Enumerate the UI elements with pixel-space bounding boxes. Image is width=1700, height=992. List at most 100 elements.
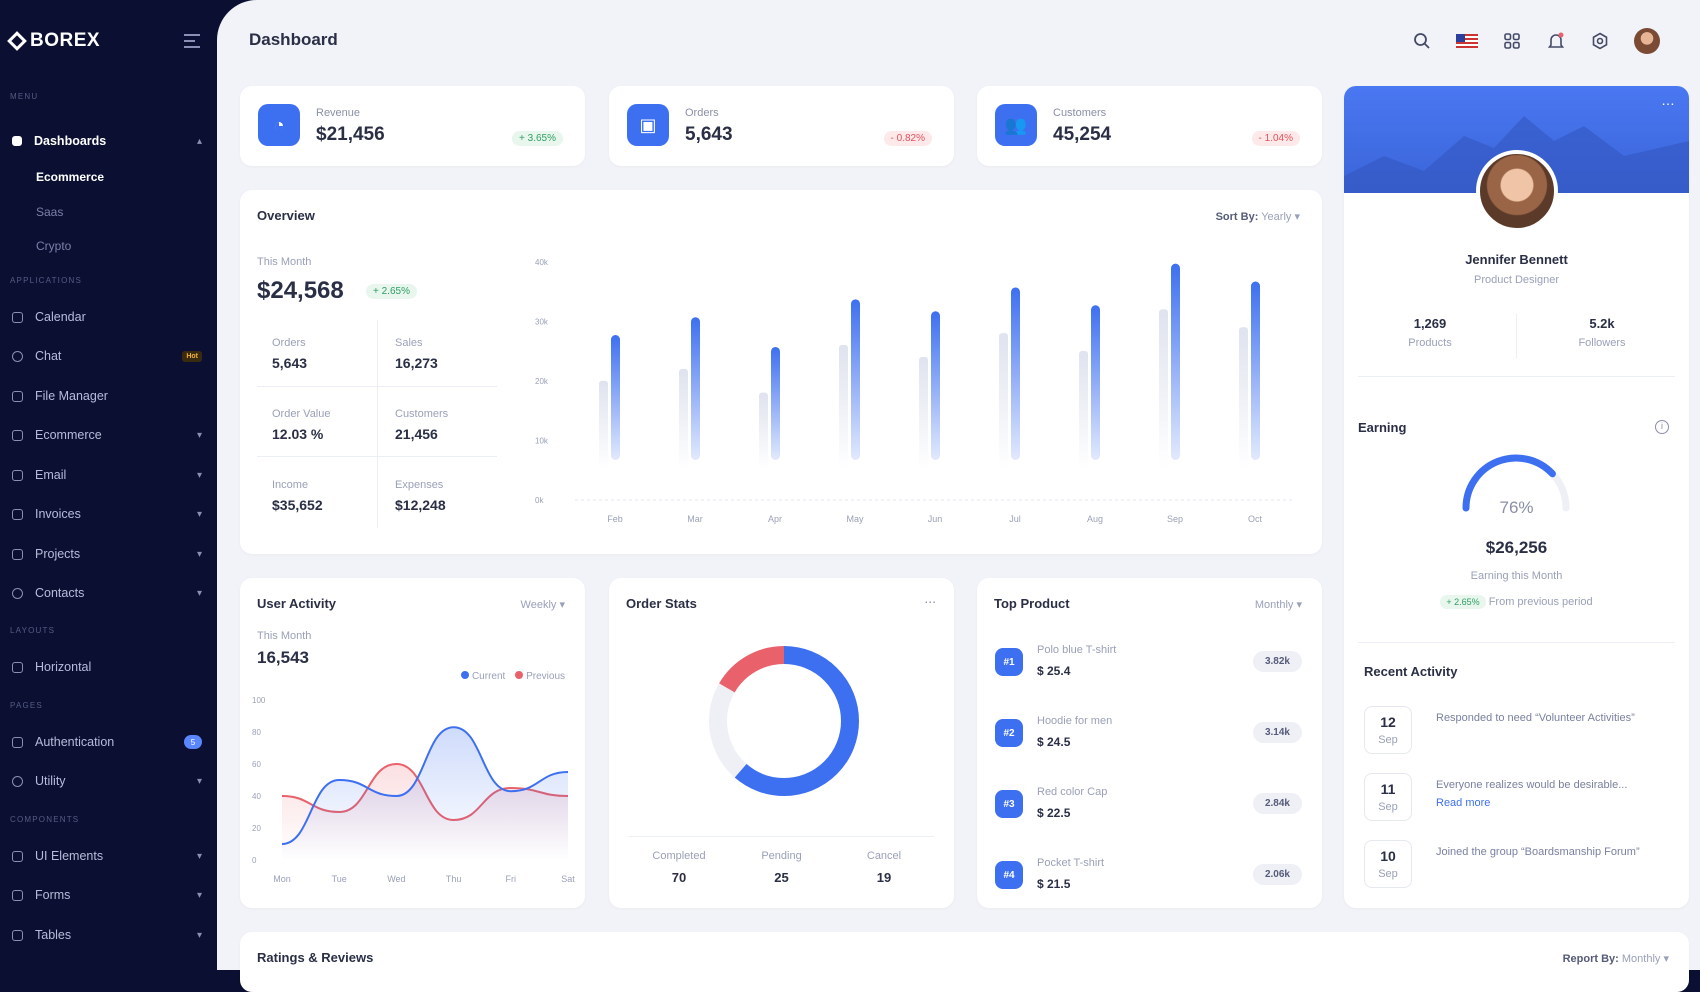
product-row[interactable]: Hoodie for men $ 24.5 bbox=[1037, 715, 1112, 749]
sidebar-item-calendar[interactable]: Calendar bbox=[12, 306, 202, 328]
sidebar-item-ecommerce[interactable]: Ecommerce ▾ bbox=[12, 424, 202, 446]
legend-label: Current bbox=[471, 671, 506, 682]
sidebar-item-dashboards[interactable]: Dashboards ▴ bbox=[12, 130, 202, 152]
metric-label: Orders bbox=[272, 337, 306, 349]
sort-dropdown[interactable]: Sort By: Yearly ▾ bbox=[1216, 210, 1300, 223]
metric-label: Expenses bbox=[395, 479, 444, 491]
sidebar-item-contacts[interactable]: Contacts ▾ bbox=[12, 582, 202, 604]
activity-text: Responded to need “Volunteer Activities” bbox=[1436, 712, 1635, 724]
overview-title: Overview bbox=[257, 208, 315, 223]
product-row[interactable]: Pocket T-shirt $ 21.5 bbox=[1037, 857, 1104, 891]
rank-badge: #1 bbox=[995, 648, 1023, 676]
chevron-down-icon: ▾ bbox=[196, 469, 202, 481]
sidebar-item-horizontal[interactable]: Horizontal bbox=[12, 656, 202, 678]
date-month: Sep bbox=[1378, 734, 1398, 746]
report-value: Monthly bbox=[1621, 953, 1661, 965]
metric-value: 12.03 % bbox=[272, 426, 324, 442]
user-avatar[interactable] bbox=[1634, 28, 1660, 54]
brand-name: BOREX bbox=[30, 30, 101, 51]
search-icon[interactable] bbox=[1412, 31, 1432, 51]
stat-label: Pending bbox=[761, 850, 802, 862]
product-price: $ 25.4 bbox=[1037, 664, 1071, 678]
metric-value: 16,273 bbox=[395, 355, 438, 371]
x-tick-label: Aug bbox=[1087, 514, 1103, 524]
profile-role: Product Designer bbox=[1474, 274, 1559, 286]
sidebar-item-ui-elements[interactable]: UI Elements ▾ bbox=[12, 845, 202, 867]
sidebar-item-invoices[interactable]: Invoices ▾ bbox=[12, 503, 202, 525]
profile-products: 1,269 Products bbox=[1344, 316, 1516, 349]
chevron-down-icon: ▾ bbox=[559, 599, 565, 611]
y-tick-label: 80 bbox=[252, 728, 261, 737]
briefcase-icon bbox=[12, 548, 23, 560]
order-stats-card: Order Stats ... Completed 70 Pending 25 Ca… bbox=[609, 578, 954, 908]
apps-grid-icon[interactable] bbox=[1502, 31, 1522, 51]
stat-change-badge: + 3.65% bbox=[512, 131, 563, 146]
earning-title: Earning bbox=[1358, 420, 1407, 435]
brand-logo[interactable]: BOREX bbox=[7, 30, 101, 52]
info-icon[interactable]: i bbox=[1655, 420, 1669, 434]
period-dropdown[interactable]: Monthly ▾ bbox=[1255, 598, 1302, 611]
x-tick-label: Jul bbox=[1009, 514, 1021, 524]
sidebar-item-forms[interactable]: Forms ▾ bbox=[12, 884, 202, 906]
product-name: Pocket T-shirt bbox=[1037, 857, 1105, 869]
bar-previous bbox=[919, 356, 928, 470]
sidebar-item-label: Horizontal bbox=[35, 660, 92, 674]
period-dropdown[interactable]: Weekly ▾ bbox=[521, 598, 565, 611]
bar-current bbox=[851, 299, 860, 460]
sidebar-item-label: Tables bbox=[35, 928, 72, 942]
sidebar-item-label: Utility bbox=[35, 774, 66, 788]
product-row[interactable]: Polo blue T-shirt $ 25.4 bbox=[1037, 644, 1116, 678]
x-tick-label: Jun bbox=[928, 514, 943, 524]
order-stats-donut-chart bbox=[709, 646, 859, 796]
menu-toggle-icon[interactable] bbox=[184, 34, 200, 48]
activity-text: Everyone realizes would be desirable... bbox=[1436, 779, 1628, 791]
more-options-icon[interactable]: ... bbox=[924, 590, 936, 606]
x-tick-label: Mar bbox=[687, 514, 703, 524]
stat-label: Customers bbox=[1053, 107, 1107, 119]
bar-current bbox=[771, 346, 780, 460]
sidebar-item-file-manager[interactable]: File Manager bbox=[12, 385, 202, 407]
product-row[interactable]: Red color Cap $ 22.5 bbox=[1037, 786, 1107, 820]
sidebar-item-chat[interactable]: Chat Hot bbox=[12, 345, 202, 367]
sidebar-sub-saas[interactable]: Saas bbox=[36, 205, 64, 219]
product-name: Hoodie for men bbox=[1037, 715, 1113, 727]
sidebar-item-email[interactable]: Email ▾ bbox=[12, 464, 202, 486]
section-components: COMPONENTS bbox=[10, 815, 80, 824]
sidebar-item-authentication[interactable]: Authentication 5 bbox=[12, 731, 202, 753]
legend-previous: Previous bbox=[515, 671, 565, 682]
sidebar-item-tables[interactable]: Tables ▾ bbox=[12, 924, 202, 946]
sidebar-item-projects[interactable]: Projects ▾ bbox=[12, 543, 202, 565]
stat-change-badge: - 1.04% bbox=[1251, 131, 1300, 146]
report-dropdown[interactable]: Report By: Monthly ▾ bbox=[1563, 952, 1669, 965]
legend-label: Previous bbox=[526, 671, 565, 682]
read-more-link[interactable]: Read more bbox=[1436, 797, 1491, 809]
period-value: Weekly bbox=[520, 599, 557, 611]
metric-orders: Orders 5,643 bbox=[272, 337, 396, 371]
sold-pill: 2.06k bbox=[1252, 864, 1302, 885]
x-tick-label: Thu bbox=[446, 874, 462, 884]
calendar-icon bbox=[12, 311, 23, 323]
earning-label: Earning this Month bbox=[1470, 570, 1563, 582]
stat-value: $21,456 bbox=[316, 124, 385, 145]
top-toolbar bbox=[1412, 28, 1660, 54]
tool-icon bbox=[12, 775, 23, 787]
page-title: Dashboard bbox=[249, 30, 338, 49]
section-menu: MENU bbox=[10, 92, 39, 101]
chevron-down-icon: ▾ bbox=[196, 508, 202, 520]
cart-icon bbox=[12, 429, 23, 441]
y-tick-label: 0k bbox=[535, 496, 544, 505]
sidebar-sub-crypto[interactable]: Crypto bbox=[36, 239, 72, 253]
product-price: $ 24.5 bbox=[1037, 735, 1071, 749]
more-options-icon[interactable]: … bbox=[1661, 92, 1675, 108]
notification-bell-icon[interactable] bbox=[1546, 31, 1566, 51]
chevron-down-icon: ▾ bbox=[196, 429, 202, 441]
sidebar-item-utility[interactable]: Utility ▾ bbox=[12, 770, 202, 792]
overview-total: $24,568 bbox=[257, 277, 344, 304]
sidebar-sub-ecommerce[interactable]: Ecommerce bbox=[36, 170, 105, 184]
this-month-label: This Month bbox=[257, 256, 312, 268]
donut-slice-cancel bbox=[709, 646, 859, 796]
stat-label: Cancel bbox=[866, 850, 902, 862]
us-flag-icon[interactable] bbox=[1456, 34, 1478, 48]
settings-gear-icon[interactable] bbox=[1590, 31, 1610, 51]
chevron-down-icon: ▾ bbox=[196, 850, 202, 862]
